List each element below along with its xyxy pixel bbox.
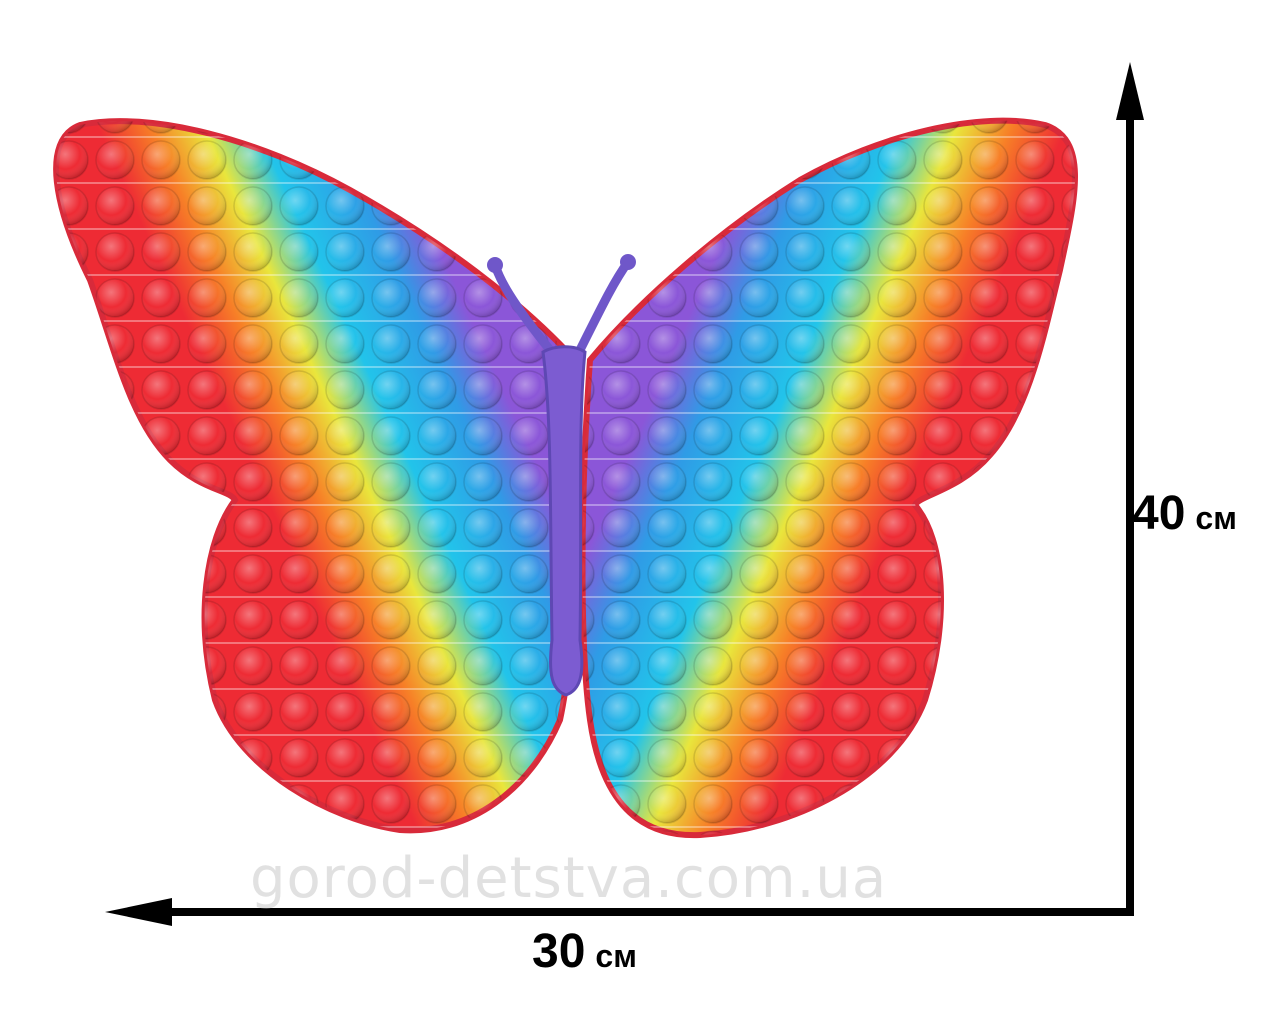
watermark-text: gorod-detstva.com.ua: [250, 846, 888, 911]
butterfly-body: [487, 254, 636, 697]
height-arrow: [1116, 62, 1144, 912]
right-wing: [579, 117, 1078, 839]
width-arrow: [105, 898, 1134, 926]
left-wing: [53, 118, 583, 834]
width-value: 30: [532, 925, 586, 978]
width-dimension-label: 30 см: [532, 924, 637, 979]
height-value: 40: [1132, 487, 1186, 540]
height-dimension-label: 40 см: [1132, 486, 1237, 541]
width-unit: см: [595, 938, 637, 974]
height-unit: см: [1195, 500, 1237, 536]
